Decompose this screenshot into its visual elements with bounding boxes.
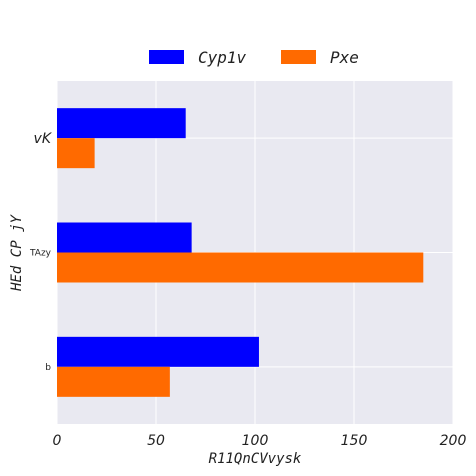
x-tick-labels: 0 50 100 150 200 bbox=[53, 433, 467, 449]
bar-series-1-b bbox=[57, 336, 259, 367]
bar-series-1-TAzy bbox=[57, 222, 192, 253]
legend-label-series-1: Cyp1v bbox=[198, 48, 247, 67]
x-axis-label: R11QnCVvysk bbox=[209, 451, 302, 467]
y-axis-label: HEd CP jY bbox=[9, 214, 25, 292]
legend-swatch-series-2 bbox=[281, 50, 316, 64]
bars bbox=[57, 108, 424, 397]
legend: Cyp1v Pxe bbox=[149, 48, 359, 67]
y-tick-label: vK bbox=[34, 131, 53, 147]
legend-label-series-2: Pxe bbox=[330, 48, 359, 67]
y-tick-labels: vK TAzy b bbox=[29, 131, 53, 373]
bar-series-2-vK bbox=[57, 138, 95, 169]
bar-series-1-vK bbox=[57, 108, 186, 139]
legend-swatch-series-1 bbox=[149, 50, 184, 64]
x-tick-label: 50 bbox=[147, 433, 165, 449]
x-tick-label: 0 bbox=[53, 433, 62, 449]
y-tick-label: TAzy bbox=[29, 249, 52, 259]
x-tick-label: 150 bbox=[341, 433, 368, 449]
x-tick-label: 200 bbox=[440, 433, 467, 449]
bar-series-2-b bbox=[57, 366, 170, 397]
y-tick-label: b bbox=[45, 363, 51, 373]
bar-series-2-TAzy bbox=[57, 252, 424, 283]
x-tick-label: 100 bbox=[242, 433, 269, 449]
